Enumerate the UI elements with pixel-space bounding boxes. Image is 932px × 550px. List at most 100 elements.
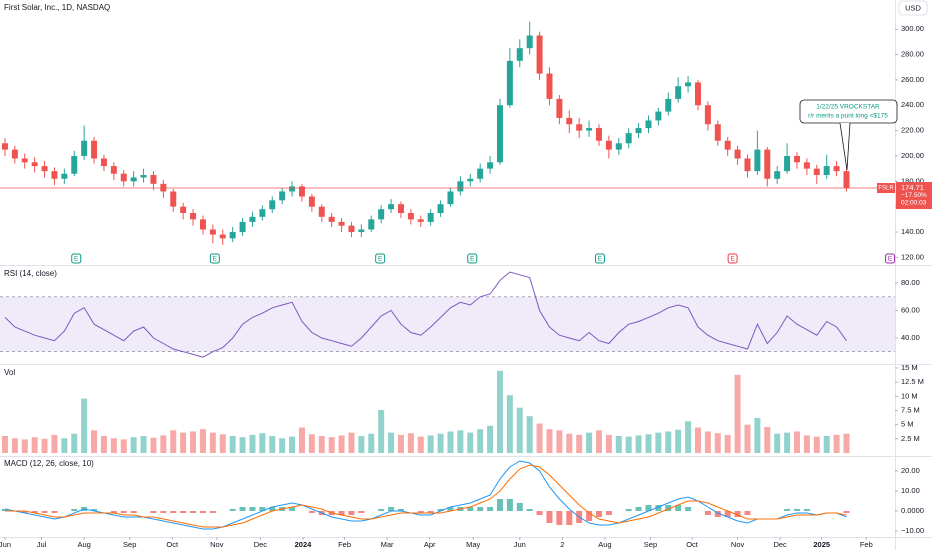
candle-body <box>605 140 612 150</box>
volume-bar <box>71 433 78 454</box>
x-tick-label: 2025 <box>813 540 830 549</box>
y-tick-label: 7.5 M <box>901 405 920 414</box>
candle-body <box>199 219 206 230</box>
macd-histogram <box>467 507 474 511</box>
candle-body <box>823 166 830 175</box>
candle-body <box>368 219 375 230</box>
macd-histogram <box>496 499 503 511</box>
candle-body <box>130 177 137 182</box>
countdown: 02:00:03 <box>901 200 927 207</box>
volume-bar <box>180 432 187 454</box>
macd-histogram <box>714 511 721 517</box>
candle-body <box>180 206 187 214</box>
volume-bar <box>81 398 88 454</box>
candle-body <box>744 158 751 172</box>
volume-bar <box>199 429 206 454</box>
volume-bar <box>496 370 503 454</box>
candle-body <box>209 229 216 235</box>
candle-body <box>516 48 523 61</box>
volume-bar <box>160 435 167 454</box>
volume-bar <box>774 433 781 454</box>
event-marker[interactable] <box>594 253 605 264</box>
volume-bar <box>536 423 543 454</box>
candle-body <box>625 133 632 144</box>
volume-bar <box>754 417 761 454</box>
rsi-line <box>4 271 847 358</box>
candle-body <box>397 204 404 214</box>
currency[interactable]: USD <box>905 3 921 12</box>
candle-body <box>843 171 850 189</box>
event-marker[interactable] <box>375 253 386 264</box>
macd-title: MACD (12, 26, close, 10) <box>4 459 94 468</box>
volume-bar <box>21 439 28 454</box>
volume-bar <box>665 431 672 454</box>
volume-bar <box>556 430 563 454</box>
volume-bar <box>576 434 583 454</box>
macd-histogram <box>625 509 632 511</box>
volume-bar <box>615 436 622 454</box>
volume-bar <box>635 435 642 454</box>
volume-bar <box>229 436 236 454</box>
macd-histogram <box>259 507 266 511</box>
candle-body <box>764 149 771 179</box>
candle-body <box>803 162 810 169</box>
candle-body <box>348 225 355 233</box>
volume-bar <box>358 436 365 454</box>
macd-line <box>5 464 847 528</box>
candle-body <box>645 120 652 129</box>
macd-histogram <box>397 509 404 511</box>
y-tick-label: 240.00 <box>901 100 924 109</box>
x-tick-label: May <box>466 540 480 549</box>
volume-bar <box>784 432 791 454</box>
macd-histogram <box>110 511 117 513</box>
event-marker[interactable] <box>727 253 738 264</box>
volume-bar <box>318 436 325 454</box>
y-tick-label: 120.00 <box>901 252 924 261</box>
macd-histogram <box>556 511 563 525</box>
event-marker[interactable] <box>71 253 82 264</box>
volume-bar <box>427 435 434 454</box>
macd-histogram <box>378 509 385 511</box>
candle-body <box>229 232 236 239</box>
volume-bar <box>140 436 147 454</box>
volume-bar <box>655 432 662 454</box>
volume-bar <box>120 439 127 454</box>
macd-histogram <box>724 511 731 517</box>
volume-bar <box>833 434 840 454</box>
candle-body <box>457 181 464 192</box>
candle-body <box>487 162 494 169</box>
macd-histogram <box>71 509 78 511</box>
macd-histogram <box>526 509 533 511</box>
macd-histogram <box>308 511 315 513</box>
candle-body <box>51 171 58 179</box>
macd-histogram <box>249 507 256 511</box>
x-tick-label: Oct <box>166 540 179 549</box>
last-price: 174.71 <box>901 183 924 192</box>
candle-body <box>31 162 38 167</box>
event-marker[interactable] <box>467 253 478 264</box>
volume-bar <box>595 430 602 454</box>
event-marker[interactable] <box>209 253 220 264</box>
candle-body <box>160 183 167 192</box>
volume-bar <box>298 427 305 454</box>
macd-histogram <box>477 507 484 511</box>
candle-body <box>289 186 296 192</box>
volume-bar <box>813 436 820 454</box>
macd-histogram <box>566 511 573 525</box>
candle-body <box>694 82 701 106</box>
x-tick-label: Jun <box>0 540 11 549</box>
volume-bar <box>477 429 484 454</box>
macd-histogram <box>130 511 137 513</box>
volume-bar <box>546 429 553 454</box>
event-label: E <box>74 256 79 263</box>
y-tick-label: 20.00 <box>901 466 920 475</box>
y-tick-label: 40.00 <box>901 333 920 342</box>
candle-body <box>595 128 602 141</box>
event-marker[interactable] <box>885 253 896 264</box>
macd-histogram <box>784 509 791 511</box>
volume-bar <box>625 436 632 454</box>
candle-body <box>665 98 672 112</box>
candle-body <box>110 166 117 174</box>
currency-button[interactable] <box>898 0 928 16</box>
macd-histogram <box>209 511 216 513</box>
